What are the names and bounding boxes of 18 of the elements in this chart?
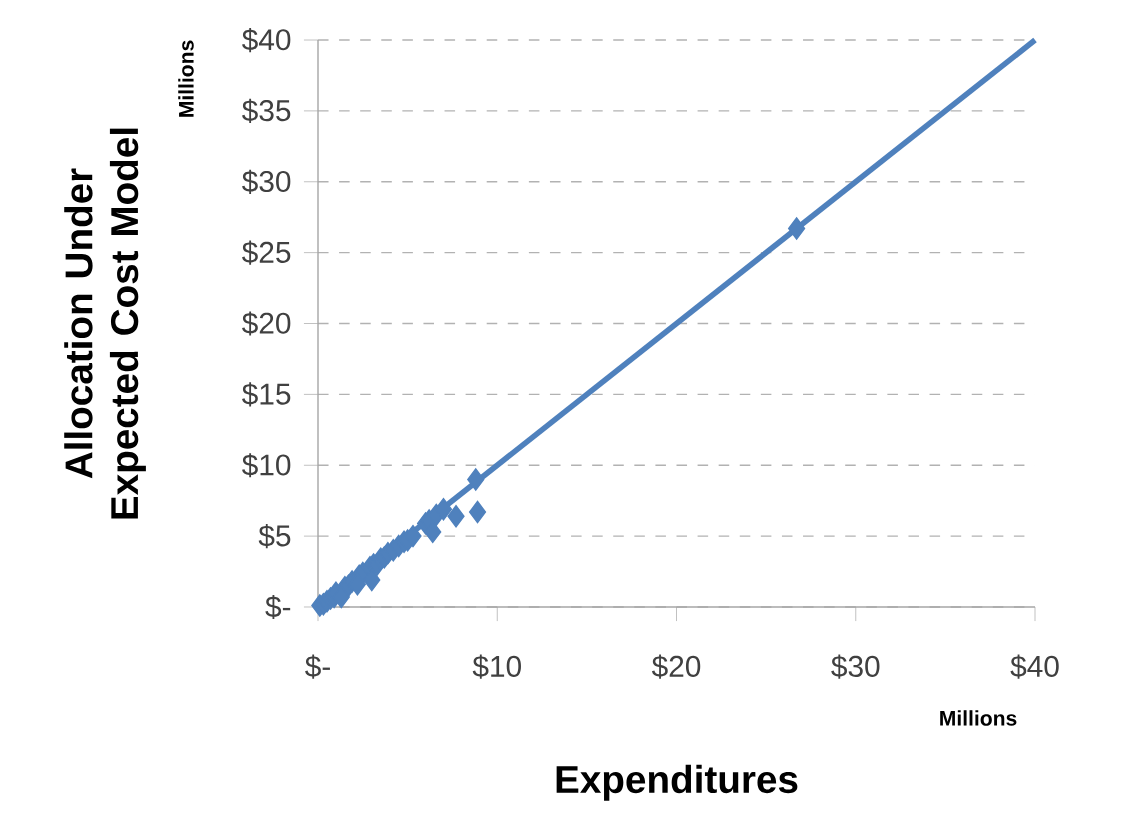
text: Millions xyxy=(940,710,1017,726)
y-tick-label: $40 xyxy=(242,27,291,53)
x-tick-label: $10 xyxy=(472,654,521,679)
y-tick-label: $35 xyxy=(242,98,291,123)
x-tick-label: $20 xyxy=(651,654,701,679)
y-tick-label: $15 xyxy=(242,382,291,407)
y-tick-label: $- xyxy=(265,594,291,620)
text: Millions xyxy=(178,40,194,117)
x-tick-label: $- xyxy=(305,654,330,679)
y-tick-label: $25 xyxy=(242,240,291,265)
y-axis-title: Allocation Under Expected Cost Model xyxy=(64,128,146,519)
x-tick-label: $30 xyxy=(831,654,880,679)
y-tick-label: $20 xyxy=(242,311,291,336)
x-axis-title: Expenditures xyxy=(556,764,798,801)
y-tick-label: $30 xyxy=(242,169,291,194)
x-tick-label: $40 xyxy=(1010,654,1059,679)
y-tick-label: $10 xyxy=(242,453,291,478)
y-tick-label: $5 xyxy=(258,524,291,549)
